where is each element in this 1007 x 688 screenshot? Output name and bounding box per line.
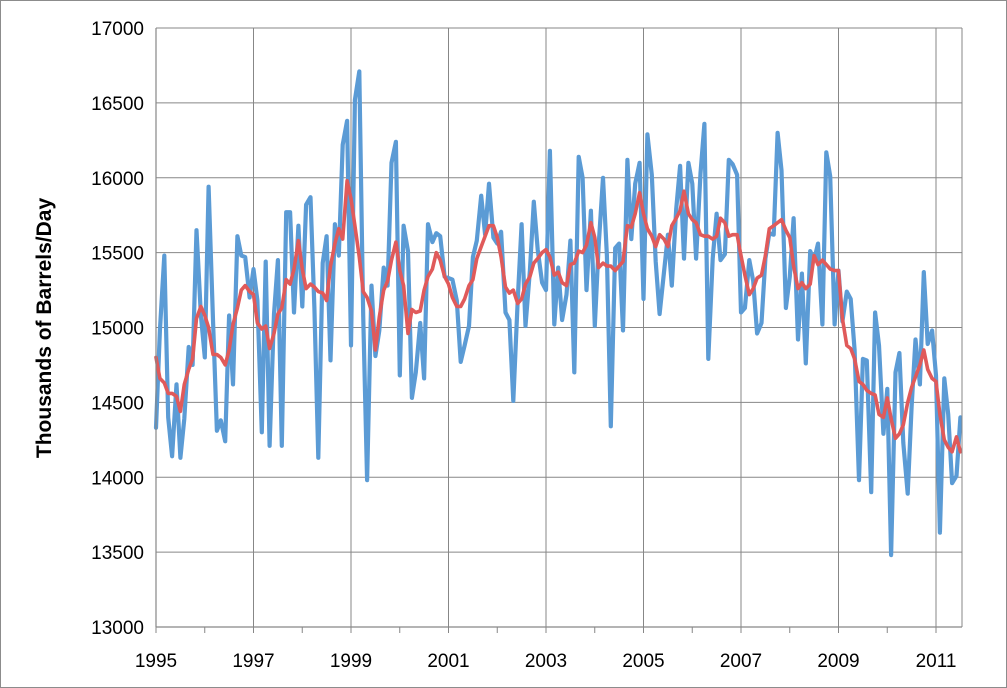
y-tick-label: 15500 xyxy=(91,244,144,265)
x-tick-label: 1999 xyxy=(330,651,372,672)
y-tick-label: 13500 xyxy=(91,543,144,564)
x-tick-label: 1997 xyxy=(232,651,274,672)
x-tick-label: 2003 xyxy=(525,651,567,672)
series-line-monthly xyxy=(153,69,963,558)
data-series xyxy=(153,69,963,558)
y-axis-label: Thousands of Barrels/Day xyxy=(33,198,56,459)
y-tick-label: 14500 xyxy=(91,393,144,414)
y-tick-label: 16000 xyxy=(91,169,144,190)
axes xyxy=(155,28,963,633)
y-tick-label: 17000 xyxy=(91,19,144,40)
x-axis-tick-labels: 1995 1997 1999 2001 2003 2005 2007 2009 2011 xyxy=(135,651,957,672)
x-tick-label: 1995 xyxy=(135,651,177,672)
y-axis-tick-labels: 13000 13500 14000 14500 15000 15500 16000 16500… xyxy=(91,19,144,639)
x-tick-label: 2005 xyxy=(622,651,664,672)
x-tick-label: 2001 xyxy=(427,651,469,672)
y-tick-label: 16500 xyxy=(91,94,144,115)
y-tick-label: 13000 xyxy=(91,618,144,639)
x-tick-label: 2007 xyxy=(720,651,762,672)
series-line-smoothed xyxy=(154,178,963,454)
y-tick-label: 14000 xyxy=(91,468,144,489)
y-tick-label: 15000 xyxy=(91,319,144,340)
x-tick-label: 2011 xyxy=(916,651,957,672)
x-tick-label: 2009 xyxy=(817,651,859,672)
